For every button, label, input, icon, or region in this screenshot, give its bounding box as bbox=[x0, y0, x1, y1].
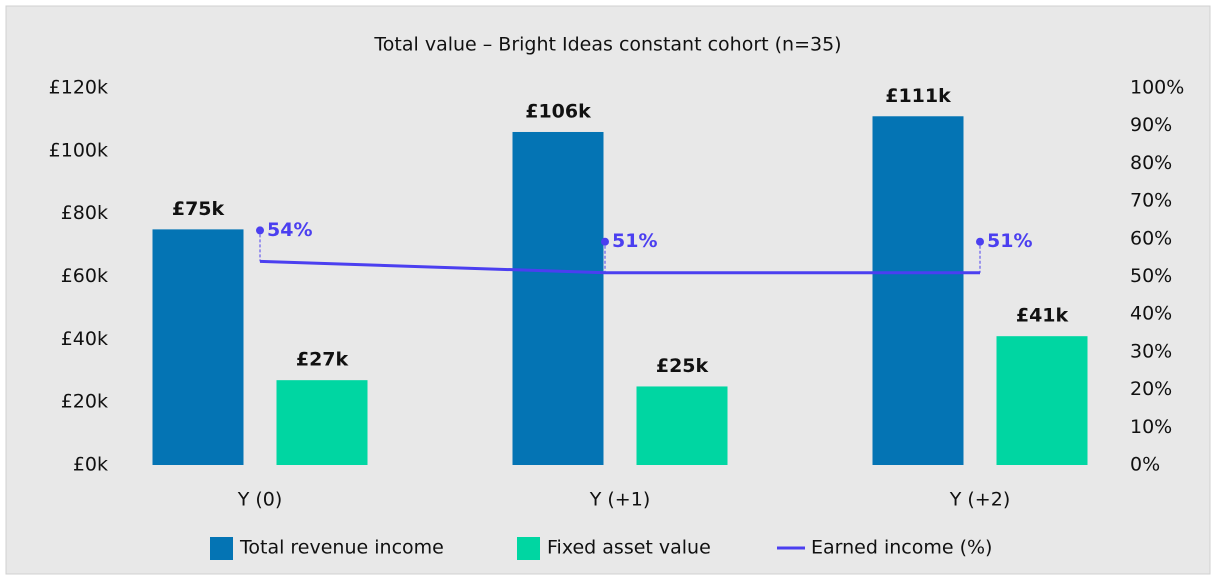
y2-tick-label: 10% bbox=[1130, 416, 1172, 438]
y2-tick-label: 60% bbox=[1130, 227, 1172, 249]
y2-tick-label: 0% bbox=[1130, 454, 1160, 476]
y2-tick-label: 30% bbox=[1130, 340, 1172, 362]
bar bbox=[512, 131, 604, 465]
label-dot bbox=[256, 226, 264, 235]
data-label: £27k bbox=[296, 349, 349, 371]
data-label: 54% bbox=[267, 219, 312, 241]
y2-tick-label: 80% bbox=[1130, 152, 1172, 174]
data-label: £75k bbox=[172, 198, 225, 220]
y-tick-label: £80k bbox=[61, 202, 108, 224]
bar bbox=[872, 116, 964, 466]
bar bbox=[276, 380, 368, 465]
y-tick-label: £20k bbox=[61, 391, 108, 413]
chart-title: Total value – Bright Ideas constant coho… bbox=[373, 34, 841, 56]
data-label: £106k bbox=[525, 100, 591, 122]
y-tick-label: £60k bbox=[61, 265, 108, 287]
y-tick-label: £0k bbox=[73, 454, 108, 476]
legend-swatch bbox=[517, 537, 540, 560]
legend-label: Fixed asset value bbox=[547, 537, 711, 559]
y2-tick-label: 90% bbox=[1130, 114, 1172, 136]
y-tick-label: £120k bbox=[49, 77, 108, 99]
y2-tick-label: 50% bbox=[1130, 265, 1172, 287]
y2-tick-label: 40% bbox=[1130, 303, 1172, 325]
data-label: £41k bbox=[1016, 305, 1069, 327]
bar bbox=[636, 386, 728, 465]
y2-tick-label: 20% bbox=[1130, 378, 1172, 400]
data-label: £25k bbox=[656, 355, 709, 377]
legend-label: Total revenue income bbox=[239, 537, 444, 559]
y-tick-label: £100k bbox=[49, 139, 108, 161]
y2-tick-label: 70% bbox=[1130, 190, 1172, 212]
label-dot bbox=[601, 237, 609, 246]
legend-label: Earned income (%) bbox=[811, 537, 992, 559]
legend-swatch bbox=[210, 537, 233, 560]
x-tick-label: Y (0) bbox=[237, 489, 283, 511]
data-label: £111k bbox=[885, 85, 951, 107]
bar bbox=[152, 229, 244, 465]
x-tick-label: Y (+2) bbox=[949, 489, 1010, 511]
label-dot bbox=[976, 237, 984, 246]
x-tick-label: Y (+1) bbox=[589, 489, 650, 511]
y2-tick-label: 100% bbox=[1130, 77, 1184, 99]
data-label: 51% bbox=[612, 230, 657, 252]
data-label: 51% bbox=[987, 230, 1032, 252]
y-tick-label: £40k bbox=[61, 328, 108, 350]
bar bbox=[996, 336, 1088, 465]
